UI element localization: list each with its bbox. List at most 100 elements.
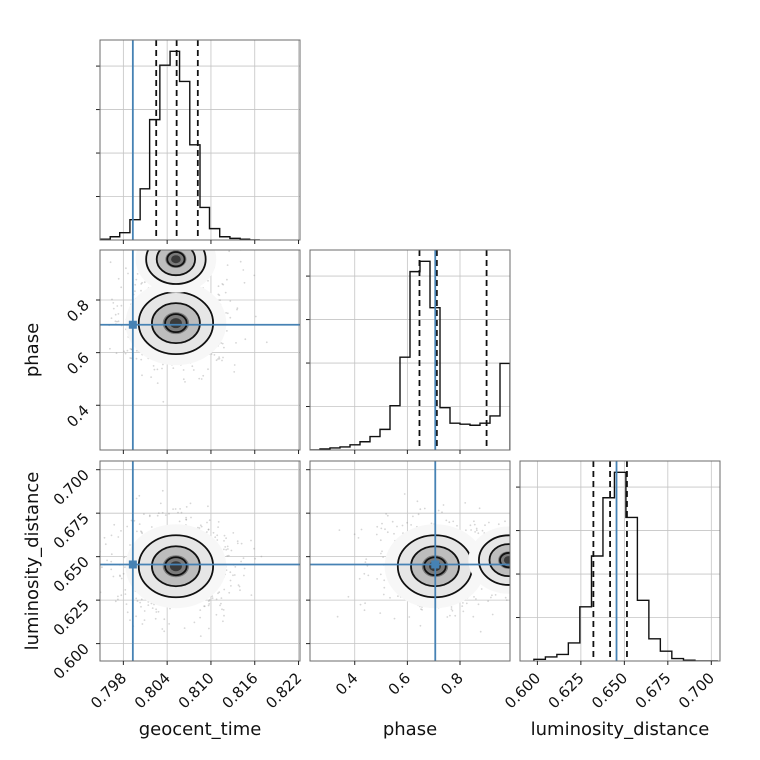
sample-point [386,514,389,517]
sample-point [135,349,138,352]
sample-point [156,514,159,517]
sample-point [532,562,534,564]
sample-point [547,552,549,554]
sample-point [113,523,116,526]
sample-point [461,605,464,607]
sample-point [473,523,476,526]
histogram-geocent-time [100,50,260,240]
sample-point [376,525,379,528]
sample-point [138,523,141,525]
sample-point [157,512,160,514]
sample-point [221,359,223,362]
sample-point [140,358,143,361]
sample-point [225,312,228,314]
sample-point [533,548,535,550]
sample-point [412,515,414,518]
sample-point [143,281,146,284]
sample-point [183,627,186,629]
x-tick-label: 0.8 [437,669,467,699]
sample-point [187,235,189,237]
sample-point [94,523,96,525]
panel-phase-vs-luminosity-distance: 0.4 0.6 0.8 [306,460,549,699]
truth-marker [128,560,137,569]
sample-point [445,519,448,522]
hist-panel-geocent-time [96,39,301,244]
sample-point [229,579,232,582]
sample-point [449,614,451,617]
sample-point [222,609,225,611]
sample-point [179,223,181,225]
sample-point [161,511,164,514]
sample-point [347,595,350,598]
sample-point [162,400,165,403]
contour-line [164,313,188,334]
sample-point [110,560,113,563]
sample-point [410,524,412,526]
y-tick-label: 0.650 [50,553,93,596]
sample-point [149,240,151,242]
sample-point [236,308,238,311]
sample-point [479,630,482,633]
sample-point [538,568,540,570]
sample-point [477,532,480,535]
sample-point [168,623,171,625]
sample-point [130,235,132,237]
sample-point [75,286,77,288]
sample-point [145,241,147,243]
sample-point [223,346,225,349]
sample-point [513,562,515,564]
sample-point [527,555,529,557]
sample-point [393,617,396,620]
sample-point [119,574,121,577]
sample-point [469,524,472,527]
sample-point [93,283,95,285]
truth-marker [128,320,137,329]
sample-point [206,242,208,244]
sample-point [383,579,386,582]
sample-point [237,584,240,586]
sample-point [168,512,170,515]
sample-point [464,502,467,504]
sample-point [148,230,150,232]
sample-point [516,541,518,543]
sample-point [544,596,546,598]
sample-point [229,571,232,574]
sample-point [437,509,440,512]
sample-point [110,317,113,320]
sample-point [172,367,175,369]
sample-point [101,566,103,569]
sample-point [134,283,137,286]
sample-point [228,250,231,253]
sample-point [225,548,228,551]
sample-point [401,524,404,527]
sample-point [213,245,215,247]
sample-point [541,514,543,516]
sample-point [484,524,486,527]
sample-point [135,615,138,618]
sample-point [419,508,422,511]
panel-geocent-time-vs-phase: 0.4 0.6 0.8 [63,223,301,454]
sample-point [538,550,540,552]
sample-point [217,293,220,296]
sample-point [232,532,235,534]
sample-point [512,532,514,534]
sample-point [155,611,158,613]
sample-point [129,357,132,359]
sample-point [159,226,161,228]
histogram-luminosity-distance [533,471,718,661]
sample-point [207,528,210,531]
sample-point [141,374,143,377]
sample-point [510,558,512,560]
sample-point [200,378,203,380]
sample-point [260,555,263,558]
sample-point [193,621,196,624]
x-tick-label: 0.810 [175,669,218,712]
sample-point [521,533,523,535]
sample-point [185,518,188,521]
sample-point [254,557,256,560]
sample-point [135,497,138,500]
sample-point [514,579,516,581]
y-tick-label: 0.600 [50,640,93,683]
sample-point [143,610,146,612]
